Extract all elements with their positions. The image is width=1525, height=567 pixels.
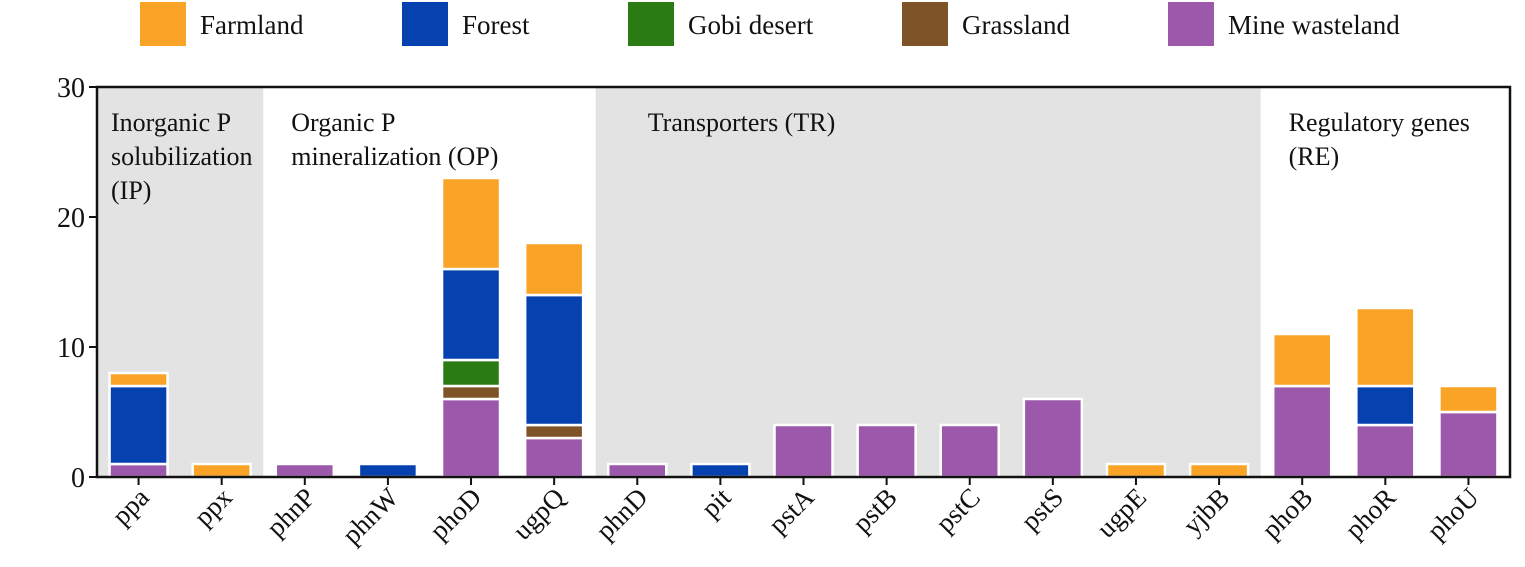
x-tick-label-phnD: phnD xyxy=(590,482,654,546)
x-tick-label-ppa: ppa xyxy=(106,482,155,531)
bar-ugpQ-farmland xyxy=(523,241,585,297)
legend-swatch-forest xyxy=(402,2,448,46)
x-tick-label-pstS: pstS xyxy=(1015,482,1069,536)
bar-phoU-farmland xyxy=(1438,384,1499,414)
bar-pstA-mine-wasteland xyxy=(773,423,834,479)
bar-pit-forest xyxy=(690,462,751,479)
group-label-0-line-0: Inorganic P xyxy=(111,108,231,137)
bar-phoD-grassland xyxy=(440,384,502,401)
bar-phoR-mine-wasteland xyxy=(1355,423,1416,479)
group-label-0-line-2: (IP) xyxy=(111,176,151,205)
bar-phoB-mine-wasteland xyxy=(1271,384,1333,479)
bar-phnP-mine-wasteland xyxy=(274,462,336,479)
legend-label-grassland: Grassland xyxy=(962,10,1070,40)
group-label-3-line-0: Regulatory genes xyxy=(1289,108,1470,137)
x-tick-label-ppx: ppx xyxy=(188,482,238,532)
bar-ugpE-farmland xyxy=(1105,462,1167,479)
bar-phoR-farmland xyxy=(1355,306,1416,388)
bar-ppa-farmland xyxy=(108,371,169,388)
x-tick-label-phoU: phoU xyxy=(1421,482,1485,546)
y-tick-label-2: 20 xyxy=(57,203,85,234)
group-label-1-line-0: Organic P xyxy=(291,108,395,137)
bar-ppa-mine-wasteland xyxy=(108,462,169,479)
x-tick-label-pstA: pstA xyxy=(762,482,820,540)
bar-phoB-farmland xyxy=(1271,332,1333,388)
bar-phoD-mine-wasteland xyxy=(440,397,502,479)
bar-pstS-mine-wasteland xyxy=(1022,397,1084,479)
legend-swatch-grassland xyxy=(902,2,948,46)
bar-phnW-forest xyxy=(357,462,419,479)
bar-phoU-mine-wasteland xyxy=(1438,410,1499,479)
x-tick-label-yjbB: yjbB xyxy=(1177,482,1235,540)
x-tick-label-ugpQ: ugpQ xyxy=(507,482,571,546)
bar-phoD-forest xyxy=(440,267,502,362)
group-label-1-line-1: mineralization (OP) xyxy=(291,142,498,171)
bar-phoD-gobi-desert xyxy=(440,358,502,388)
x-tick-label-pit: pit xyxy=(695,482,737,524)
x-tick-label-pstC: pstC xyxy=(930,482,986,538)
plot-frame xyxy=(95,85,1512,479)
x-tick-label-phoR: phoR xyxy=(1339,482,1402,545)
bar-ugpQ-forest xyxy=(523,293,585,427)
legend: Farmland Forest Gobi desert Grassland Mi… xyxy=(0,0,1525,50)
bar-ugpQ-mine-wasteland xyxy=(523,436,585,479)
bar-phnD-mine-wasteland xyxy=(607,462,668,479)
legend-label-forest: Forest xyxy=(462,10,530,40)
y-tick-label-3: 30 xyxy=(57,73,85,104)
group-label-0-line-1: solubilization xyxy=(111,142,253,171)
x-tick-label-phnW: phnW xyxy=(336,482,404,550)
x-tick-label-phoD: phoD xyxy=(424,482,488,546)
x-tick-label-phnP: phnP xyxy=(261,482,321,542)
legend-label-mine-wasteland: Mine wasteland xyxy=(1228,10,1400,40)
group-shade-2 xyxy=(595,87,1261,477)
x-tick-label-ugpE: ugpE xyxy=(1091,482,1153,544)
x-tick-label-pstB: pstB xyxy=(847,482,903,538)
y-tick-label-1: 10 xyxy=(57,333,85,364)
group-label-3-line-1: (RE) xyxy=(1289,142,1340,171)
bar-phoR-forest xyxy=(1355,384,1416,427)
legend-swatch-gobi-desert xyxy=(628,2,674,46)
bar-ppa-forest xyxy=(108,384,169,466)
x-tick-label-phoB: phoB xyxy=(1256,482,1319,545)
y-tick-label-0: 0 xyxy=(71,463,85,494)
group-label-2-line-0: Transporters (TR) xyxy=(648,108,836,137)
bar-ugpQ-grassland xyxy=(523,423,585,440)
legend-label-gobi-desert: Gobi desert xyxy=(688,10,814,40)
legend-label-farmland: Farmland xyxy=(200,10,304,40)
bar-ppx-farmland xyxy=(191,462,252,479)
bar-pstC-mine-wasteland xyxy=(939,423,1000,479)
bar-pstB-mine-wasteland xyxy=(856,423,917,479)
bar-phoD-farmland xyxy=(440,176,502,271)
bar-yjbB-farmland xyxy=(1188,462,1250,479)
legend-swatch-mine-wasteland xyxy=(1168,2,1214,46)
legend-swatch-farmland xyxy=(140,2,186,46)
